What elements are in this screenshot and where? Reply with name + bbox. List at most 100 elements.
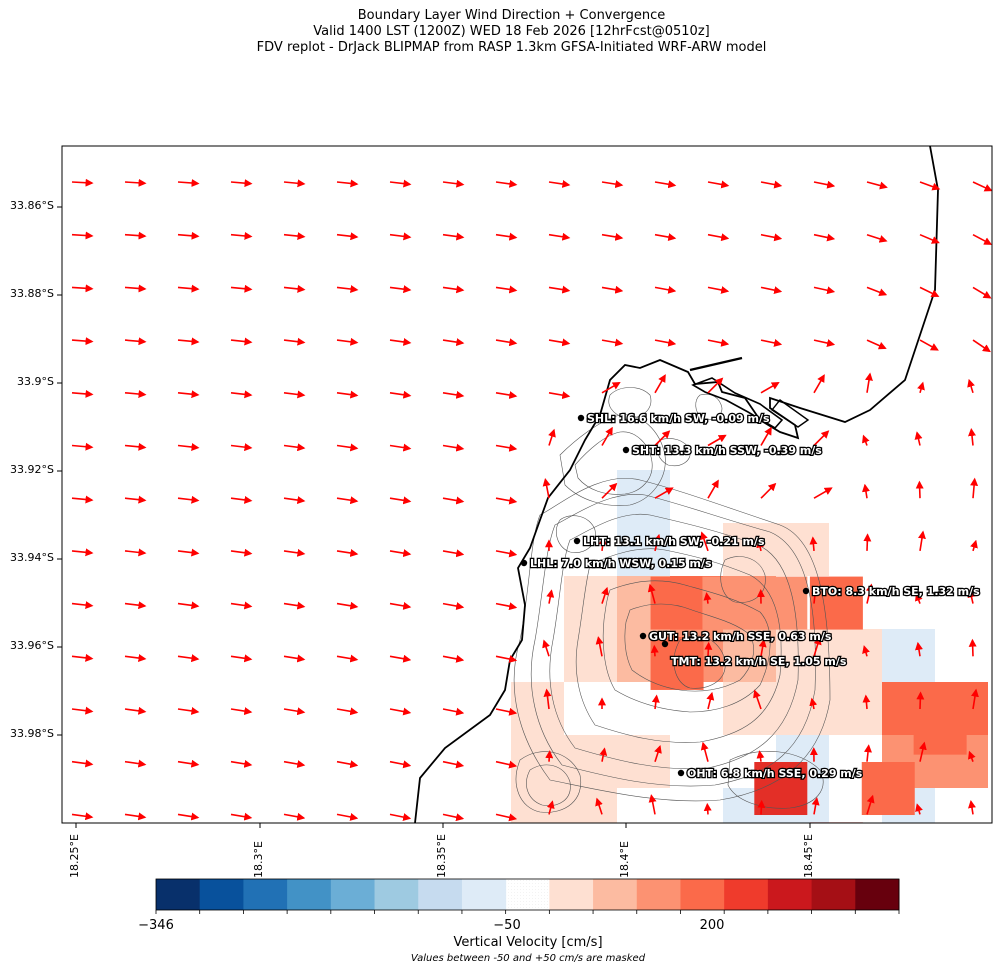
colorbar-swatch [243, 879, 288, 910]
wind-arrow [813, 233, 836, 242]
station-marker [661, 640, 669, 648]
wind-arrow [230, 390, 253, 399]
wind-arrow [599, 747, 608, 762]
y-axis [57, 206, 62, 736]
wind-arrow [548, 285, 571, 294]
wind-arrow [442, 549, 465, 558]
wind-arrow [71, 389, 94, 398]
chart-title: Boundary Layer Wind Direction + Converge… [0, 8, 1001, 56]
wind-arrow [495, 707, 518, 716]
wind-arrow [654, 430, 671, 447]
wind-arrow [283, 760, 306, 768]
station-label: GUT: 13.2 km/h SSE, 0.63 m/s [649, 630, 832, 643]
vv-cell [882, 629, 935, 682]
wind-arrow [336, 496, 359, 505]
wind-arrow [865, 583, 874, 604]
vv-cell [776, 523, 829, 576]
colorbar-swatch [330, 879, 376, 910]
vv-cell [809, 822, 863, 823]
vv-cell [723, 629, 776, 682]
wind-arrow [177, 495, 200, 504]
wind-arrow [756, 750, 765, 762]
wind-arrow [336, 549, 359, 557]
colorbar-swatch [593, 879, 638, 910]
wind-arrow [601, 426, 613, 446]
wind-arrow [760, 482, 777, 499]
wind-arrow [442, 654, 465, 663]
station-marker [677, 769, 685, 777]
wind-arrow [919, 339, 939, 351]
wind-arrow [866, 794, 875, 815]
wind-arrow [283, 179, 306, 188]
wind-arrow [389, 390, 412, 399]
x-tick-label: 18.3°E [252, 841, 265, 878]
station-label: SHL: 16.6 km/h SW, -0.09 m/s [587, 412, 770, 425]
wind-arrow [917, 381, 925, 394]
wind-arrow [230, 812, 253, 821]
wind-arrow [336, 390, 359, 399]
wind-arrow [542, 477, 551, 499]
wind-arrow [704, 641, 713, 657]
wind-arrow [442, 232, 465, 241]
wind-arrow [916, 691, 925, 710]
wind-arrow [651, 694, 660, 710]
wind-arrow [71, 231, 94, 240]
wind-arrow [546, 589, 555, 604]
plot-area: SHL: 16.6 km/h SW, -0.09 m/s SHT: 13.3 km… [62, 146, 992, 823]
wind-arrow [283, 496, 306, 505]
wind-arrow [654, 338, 677, 347]
wind-arrow [177, 654, 200, 663]
title-line-1: Boundary Layer Wind Direction + Converge… [357, 8, 666, 23]
wind-arrow [864, 744, 872, 762]
wind-arrow [442, 390, 465, 399]
wind-arrow [177, 706, 200, 715]
wind-arrow [495, 179, 518, 188]
wind-arrow [283, 284, 306, 293]
wind-arrow [71, 442, 94, 451]
wind-arrow [647, 583, 656, 604]
wind-arrow [601, 586, 609, 604]
wind-arrow [71, 601, 94, 610]
station-marker [577, 414, 585, 422]
wind-arrow [918, 530, 926, 552]
vv-cell [913, 701, 967, 755]
wind-arrow [283, 443, 306, 452]
wind-arrow [283, 812, 306, 821]
wind-arrow [915, 803, 923, 815]
plot-frame [61, 145, 993, 824]
station-marker [520, 559, 528, 567]
wind-arrow [972, 233, 992, 245]
wind-arrow [811, 586, 819, 604]
wind-arrow [336, 443, 359, 452]
colorbar-swatch [374, 879, 419, 910]
wind-arrow [866, 286, 888, 297]
wind-arrow [124, 495, 147, 504]
wind-arrow [124, 178, 147, 187]
wind-arrow [124, 812, 147, 821]
wind-arrow [601, 180, 624, 189]
wind-arrow [914, 431, 923, 446]
wind-arrow [336, 337, 359, 346]
wind-arrow [548, 180, 571, 188]
colorbar-tick-label: 200 [699, 918, 725, 933]
wind-arrow [124, 759, 147, 768]
station-label: SHT: 13.3 km/h SSW, -0.39 m/s [632, 444, 822, 457]
wind-arrow [915, 592, 923, 604]
wind-arrow [495, 496, 518, 505]
wind-arrow [230, 284, 253, 293]
wind-arrow [919, 233, 940, 244]
wind-arrow [71, 653, 94, 662]
wind-arrow [967, 589, 976, 604]
wind-arrow [813, 487, 833, 499]
wind-arrow [230, 759, 253, 768]
wind-arrow [707, 434, 727, 447]
wind-arrow [283, 707, 306, 716]
wind-arrow [71, 178, 94, 187]
wind-arrow [972, 181, 992, 192]
wind-arrow [177, 548, 200, 557]
colorbar-note: Values between -50 and +50 cm/s are mask… [410, 953, 646, 964]
wind-arrow [548, 428, 556, 446]
wind-arrow [389, 443, 412, 452]
wind-arrow [283, 548, 306, 557]
wind-arrow [177, 231, 200, 240]
